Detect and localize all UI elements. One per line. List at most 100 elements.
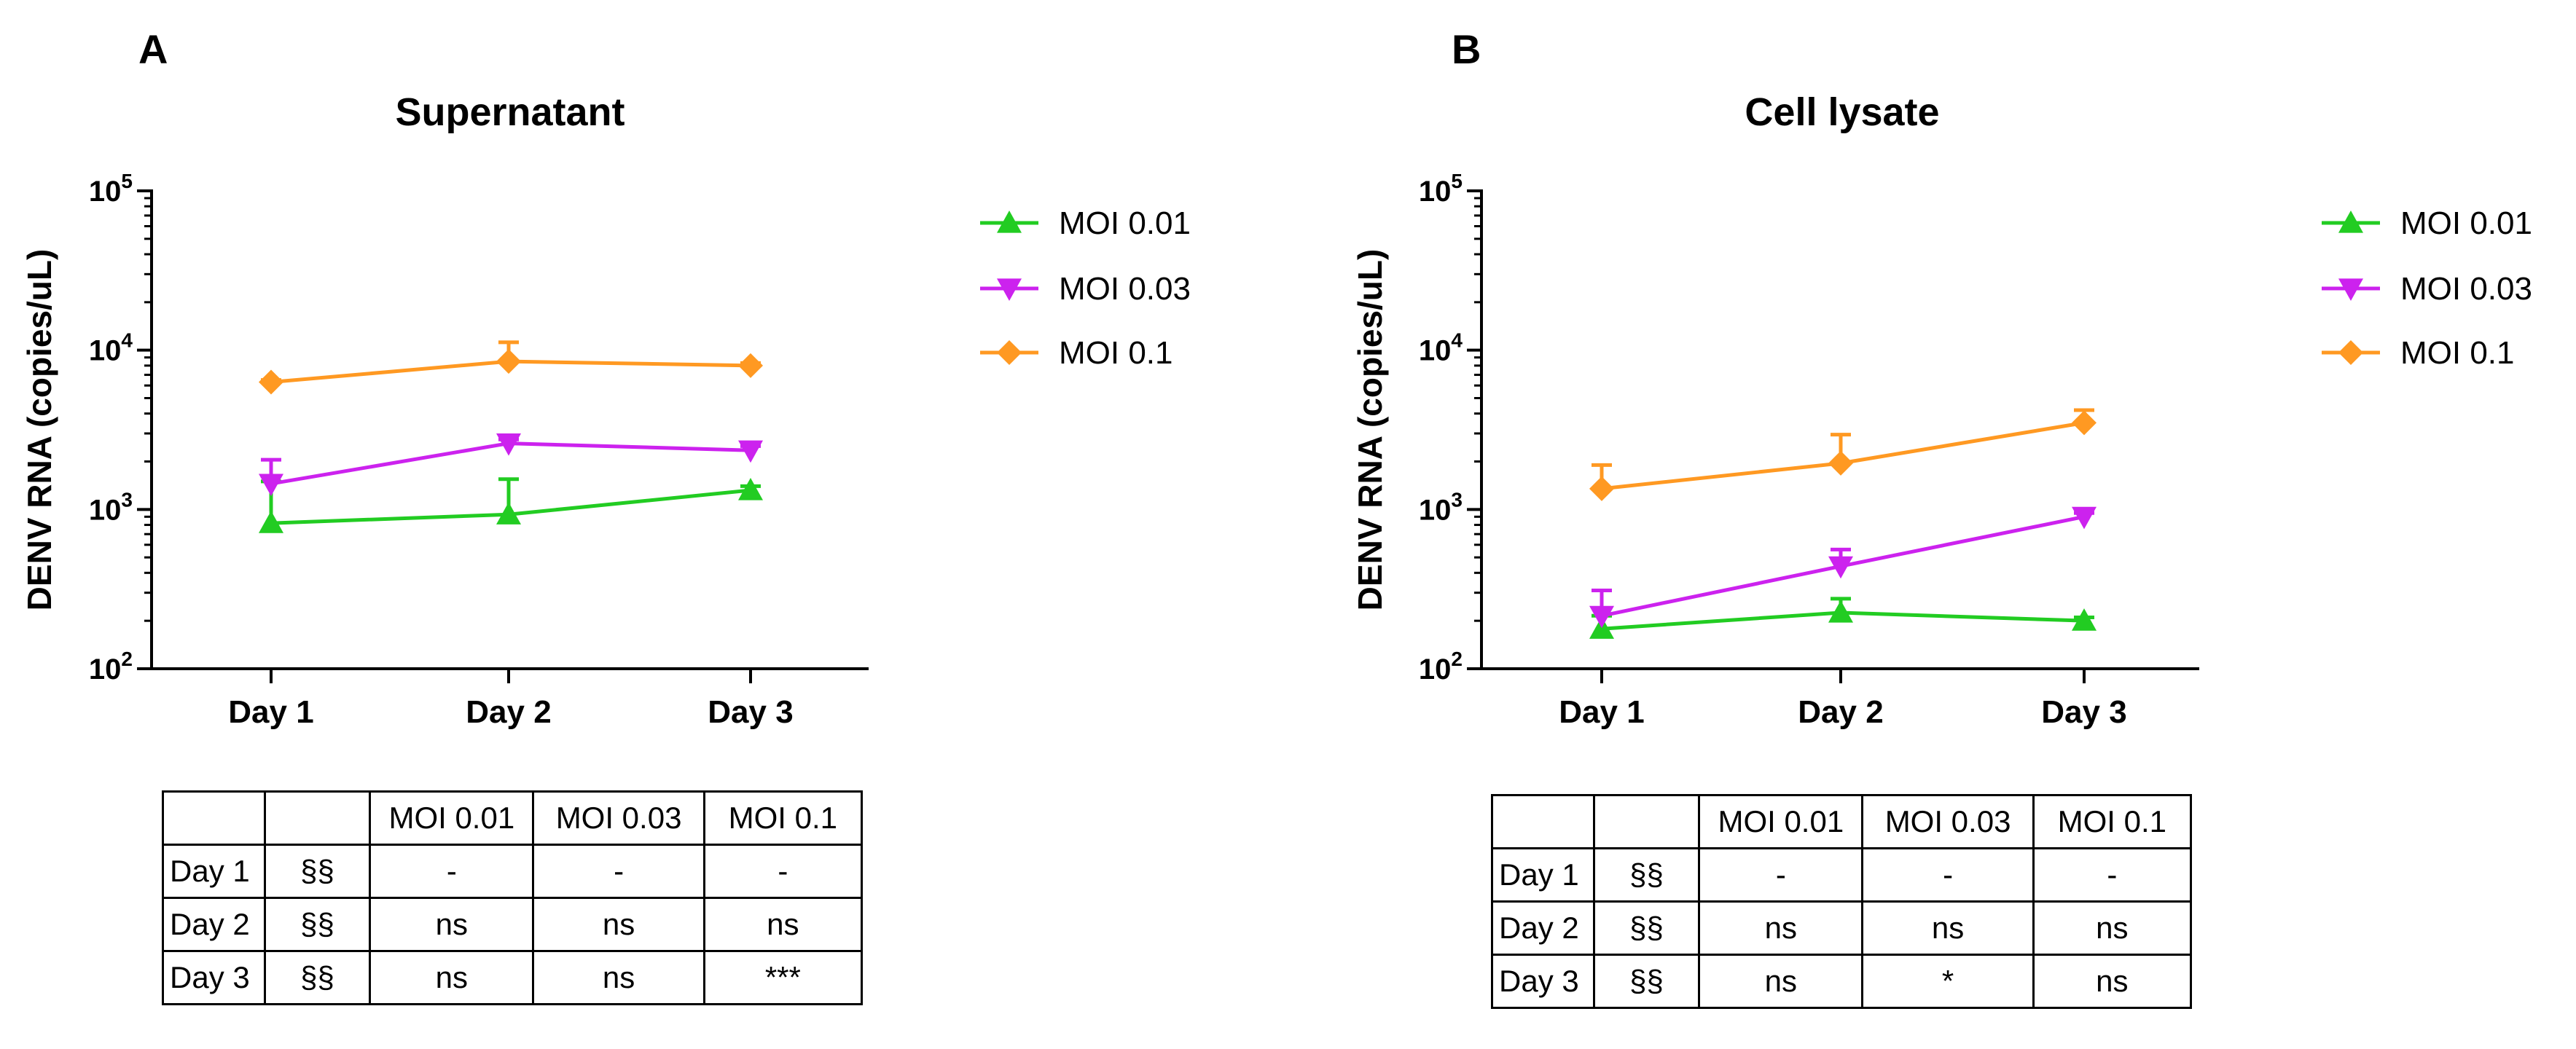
data-point [259,511,283,533]
legend-label: MOI 0.03 [1059,271,1191,307]
data-point [259,474,283,497]
y-tick-label: 102 [89,648,133,685]
stats-row: Day 2 §§ ns ns ns [162,897,864,952]
stats-cell: - [702,844,864,899]
legend-marker [2338,278,2363,301]
x-tick-label: Day 3 [708,694,793,730]
data-point [738,353,763,378]
stats-cell: §§ [1592,900,1701,956]
stats-cell: Day 1 [1491,847,1595,903]
stats-header-cell [1592,794,1701,849]
stats-cell: - [369,844,535,899]
stats-header-cell: MOI 0.03 [532,790,705,846]
chart-supernatant: A Supernatant 102 103 104 105 DENV RNA (copies… [20,26,1191,730]
stats-cell: ns [702,897,864,952]
stats-header-cell: MOI 0.01 [1698,794,1864,849]
x-tick-label: Day 3 [2041,694,2126,730]
stats-row: Day 2 §§ ns ns ns [1491,900,2193,956]
stats-table-body: MOI 0.01 MOI 0.03 MOI 0.1 Day 1 §§ - - - Day 2 §§… [1491,794,2193,1009]
data-point [2072,608,2097,631]
stats-cell: *** [702,950,864,1005]
stats-header-cell [1491,794,1594,849]
y-axis-label: DENV RNA (copies/uL) [1351,249,1389,611]
legend-label: MOI 0.1 [1059,335,1173,371]
x-tick-label: Day 1 [228,694,313,730]
data-point [1589,605,1614,629]
stats-header-row: MOI 0.01 MOI 0.03 MOI 0.1 [162,790,864,846]
stats-cell: ns [369,950,535,1005]
legend-marker [997,278,1022,301]
chart-cell-lysate: B Cell lysate 102 103 104 105 DENV RNA (copies… [1351,26,2532,730]
x-tick-label: Day 1 [1559,694,1644,730]
data-point [496,502,521,524]
legend-label: MOI 0.03 [2400,271,2532,307]
stats-header-row: MOI 0.01 MOI 0.03 MOI 0.1 [1491,794,2193,849]
y-axis-label: DENV RNA (copies/uL) [20,249,58,611]
legend-marker [997,340,1022,365]
stats-cell: §§ [263,897,372,952]
y-tick-label: 103 [1419,488,1463,526]
stats-cell: §§ [1592,954,1701,1009]
data-point [738,477,763,500]
data-point [259,369,283,395]
panel-label: A [138,26,168,72]
data-point [496,433,521,456]
legend-marker [2338,340,2363,365]
stats-cell: Day 2 [162,897,266,952]
stats-cell: - [1861,847,2035,903]
stats-cell: ns [532,897,705,952]
y-tick-label: 103 [89,488,133,526]
legend-label: MOI 0.1 [2400,335,2515,371]
data-point [1828,450,1853,476]
stats-cell: ns [532,950,705,1005]
panel-b: B Cell lysate 102 103 104 105 DENV RNA (copies… [1288,0,2576,1049]
stats-header-cell: MOI 0.1 [702,790,864,846]
y-tick-label: 102 [1419,648,1463,685]
stats-header-cell: MOI 0.1 [2032,794,2193,849]
legend-label: MOI 0.01 [1059,205,1191,241]
y-tick-label: 105 [1419,170,1463,208]
data-point [1828,556,1853,579]
stats-cell: Day 3 [162,950,266,1005]
stats-cell: ns [2032,900,2193,956]
stats-cell: Day 1 [162,844,266,899]
stats-table-body: MOI 0.01 MOI 0.03 MOI 0.1 Day 1 §§ - - - Day 2 §§… [162,790,864,1005]
stats-row: Day 3 §§ ns ns *** [162,950,864,1005]
data-point [2072,410,2097,436]
legend-marker [997,211,1022,233]
stats-cell: ns [1698,954,1864,1009]
data-point [1828,600,1853,623]
data-point [496,349,521,374]
x-tick-label: Day 2 [466,694,551,730]
stats-header-cell [263,790,372,846]
legend-label: MOI 0.01 [2400,205,2532,241]
y-tick-label: 104 [1419,329,1463,367]
stats-cell: - [2032,847,2193,903]
data-point [2072,506,2097,530]
data-point [1589,476,1614,501]
stats-table-cell-lysate: MOI 0.01 MOI 0.03 MOI 0.1 Day 1 §§ - - - Day 2 §§… [1491,794,2193,1009]
y-tick-label: 104 [89,329,133,367]
stats-cell: - [1698,847,1864,903]
stats-cell: §§ [263,950,372,1005]
stats-header-cell: MOI 0.01 [369,790,535,846]
legend-marker [2338,211,2363,233]
stats-cell: §§ [263,844,372,899]
stats-cell: ns [1861,900,2035,956]
stats-row: Day 1 §§ - - - [1491,847,2193,903]
stats-cell: Day 2 [1491,900,1595,956]
stats-cell: ns [1698,900,1864,956]
panel-a: A Supernatant 102 103 104 105 DENV RNA (copies… [20,26,1191,1005]
panel-label: B [1452,26,1481,72]
stats-header-cell [162,790,265,846]
stats-cell: - [532,844,705,899]
stats-cell: Day 3 [1491,954,1595,1009]
stats-row: Day 1 §§ - - - [162,844,864,899]
y-tick-label: 105 [89,170,133,208]
stats-cell: §§ [1592,847,1701,903]
stats-cell: ns [2032,954,2193,1009]
data-point [738,440,763,463]
stats-row: Day 3 §§ ns * ns [1491,954,2193,1009]
chart-title: Supernatant [395,90,625,134]
x-tick-label: Day 2 [1798,694,1883,730]
